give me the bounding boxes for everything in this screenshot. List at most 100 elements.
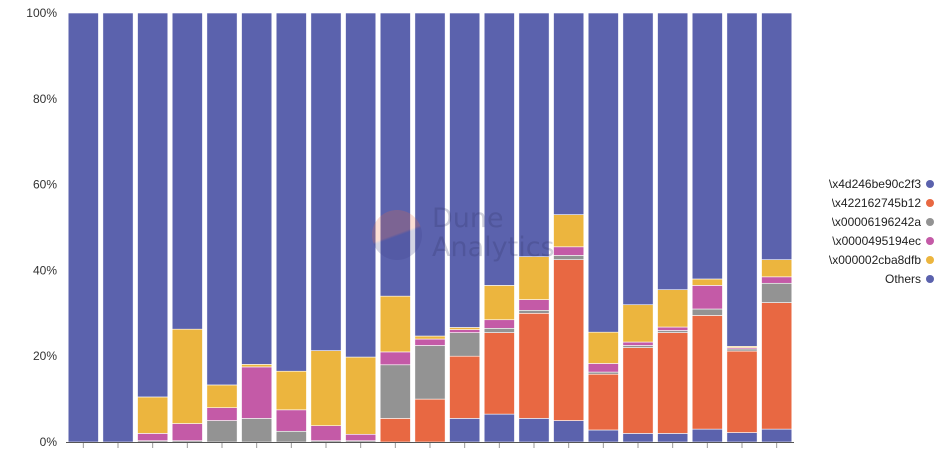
bar-segment-2 (691, 315, 723, 430)
bar-segment-4 (171, 423, 203, 442)
bar-segment-4 (587, 363, 619, 373)
bar-segment-1 (657, 433, 689, 443)
bar-segment-5 (518, 256, 550, 300)
bar-segment-3 (379, 364, 411, 419)
bar-segment-4 (622, 341, 654, 346)
bar-segment-3 (206, 420, 238, 443)
bar-segment-4 (483, 319, 515, 329)
bar-segment-5 (657, 289, 689, 328)
legend-item[interactable]: Others (804, 269, 934, 288)
bar-segment-5 (553, 214, 585, 248)
legend-dot-icon (926, 236, 934, 245)
legend-dot-icon (926, 179, 934, 188)
legend-label: \x4d246be90c2f3 (828, 176, 921, 191)
bar-segment-5 (137, 396, 169, 434)
legend-label: \x000002cba8dfb (828, 252, 921, 267)
bar-segment-3 (553, 255, 585, 260)
bar-segment-4 (137, 433, 169, 442)
bar-segment-3 (622, 345, 654, 348)
bar-segment-2 (414, 398, 446, 443)
bar-segment-6 (657, 12, 689, 291)
bar-segment-4 (206, 407, 238, 421)
bar-segment-2 (587, 373, 619, 431)
bar-segment-6 (206, 12, 238, 386)
bar-segment-2 (449, 355, 481, 419)
bar-segment-5 (483, 285, 515, 321)
bar-segment-4 (761, 276, 793, 284)
legend-dot-icon (926, 217, 934, 226)
bar-segment-6 (379, 12, 411, 297)
bar-segment-3 (241, 418, 273, 443)
bar-segment-2 (483, 332, 515, 415)
bar-segment-6 (241, 12, 273, 365)
bar-segment-3 (587, 371, 619, 375)
chart-legend: \x4d246be90c2f3 \x422162745b12 \x000061962… (804, 174, 934, 288)
bar-segment-1 (622, 433, 654, 443)
legend-label: \x422162745b12 (831, 195, 921, 210)
bar-segment-2 (553, 259, 585, 421)
bar-segment-5 (761, 259, 793, 278)
bar-segment-4 (379, 351, 411, 366)
bar-segment-6 (518, 12, 550, 257)
bar-segment-5 (241, 364, 273, 368)
y-tick-label: 40% (33, 263, 57, 277)
bar-segment-4 (449, 329, 481, 333)
bar-segment-5 (691, 278, 723, 286)
bar-segment-3 (275, 430, 307, 443)
bar-segment-4 (657, 326, 689, 331)
bar-segment-1 (691, 428, 723, 443)
bar-segment-3 (518, 309, 550, 314)
bar-segment-5 (587, 331, 619, 364)
bar-segment-3 (414, 345, 446, 400)
bar-segment-5 (171, 328, 203, 424)
bar-segment-6 (726, 12, 758, 347)
bar-segment-6 (137, 12, 169, 398)
bar-segment-5 (310, 350, 342, 426)
bar-segment-5 (275, 370, 307, 411)
bar-segment-6 (310, 12, 342, 351)
legend-label: Others (884, 271, 921, 286)
bar-segment-3 (761, 282, 793, 303)
bar-segment-6 (275, 12, 307, 372)
bar-segment-4 (241, 366, 273, 419)
bar-segment-6 (414, 12, 446, 337)
legend-label: \x00006196242a (831, 214, 921, 229)
bar-segment-2 (518, 312, 550, 419)
bar-segment-1 (587, 429, 619, 443)
bar-segment-5 (414, 335, 446, 340)
bar-segment-4 (518, 299, 550, 311)
legend-item[interactable]: \x00006196242a (804, 212, 934, 231)
legend-item[interactable]: \x4d246be90c2f3 (804, 174, 934, 193)
bar-segment-6 (67, 12, 99, 443)
bar-segment-5 (379, 295, 411, 353)
bar-segment-2 (726, 350, 758, 433)
bar-segment-2 (622, 347, 654, 434)
bar-segment-2 (657, 332, 689, 434)
bar-segment-1 (483, 413, 515, 443)
legend-item[interactable]: \x000002cba8dfb (804, 250, 934, 269)
bar-segment-6 (102, 12, 134, 443)
legend-item[interactable]: \x422162745b12 (804, 193, 934, 212)
bar-segment-3 (691, 308, 723, 316)
bar-segment-1 (449, 418, 481, 443)
y-tick-label: 100% (26, 6, 57, 20)
bar-segment-3 (449, 332, 481, 357)
bar-segment-6 (587, 12, 619, 333)
bar-segment-6 (345, 12, 377, 358)
legend-dot-icon (926, 198, 934, 207)
bar-segment-2 (379, 418, 411, 443)
legend-item[interactable]: \x0000495194ec (804, 231, 934, 250)
bar-segment-4 (553, 246, 585, 256)
bar-segment-4 (345, 433, 377, 442)
bar-segment-6 (449, 12, 481, 328)
bar-segment-6 (622, 12, 654, 306)
bar-segment-4 (691, 285, 723, 310)
bar-segment-1 (726, 432, 758, 443)
bar-segment-5 (206, 384, 238, 408)
bar-segment-1 (761, 428, 793, 443)
bar-segment-4 (275, 409, 307, 432)
bar-segment-3 (657, 330, 689, 333)
legend-dot-icon (926, 255, 934, 264)
bar-segment-4 (310, 425, 342, 442)
